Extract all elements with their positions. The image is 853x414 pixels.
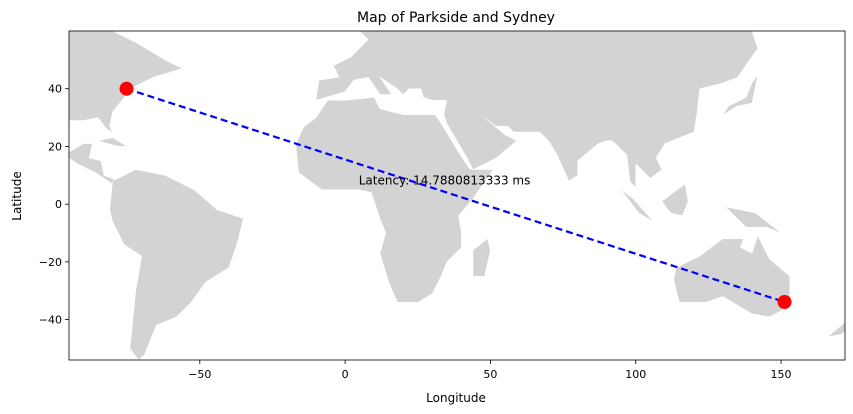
land-greenland: [170, 31, 245, 32]
chart-title: Map of Parkside and Sydney: [357, 10, 555, 26]
y-tick-label: 0: [55, 198, 62, 211]
y-axis-ticks: −40 −20 0 20 40: [39, 83, 69, 327]
land-europe-asia: [315, 31, 759, 202]
land-japan: [722, 74, 759, 115]
land-central-america: [69, 143, 120, 185]
land-africa: [295, 97, 494, 303]
land-new-guinea: [725, 206, 782, 234]
y-tick-label: 40: [48, 83, 62, 96]
land-new-zealand: [827, 321, 845, 338]
plot-frame: [68, 30, 846, 361]
x-tick-label: 0: [342, 368, 349, 381]
x-axis-ticks: −50 0 50 100 150: [188, 360, 792, 381]
location-marker-1: [119, 81, 134, 96]
y-axis-label: Latitude: [10, 171, 24, 220]
x-tick-label: 150: [771, 368, 792, 381]
land-south-america: [109, 169, 244, 360]
y-tick-label: −20: [39, 256, 62, 269]
route-layer: [119, 81, 792, 309]
annotation-layer: Latency: 14.7880813333 ms: [359, 174, 531, 188]
location-marker-2: [777, 294, 792, 309]
y-tick-label: −40: [39, 314, 62, 327]
land-cuba: [98, 137, 129, 147]
x-axis-label: Longitude: [426, 391, 486, 405]
land-masses: [69, 31, 845, 360]
x-tick-label: 100: [625, 368, 646, 381]
land-north-america: [69, 31, 183, 133]
x-tick-label: 50: [483, 368, 497, 381]
land-australia: [673, 235, 791, 317]
x-tick-label: −50: [188, 368, 211, 381]
land-madagascar: [472, 238, 491, 277]
latency-annotation: Latency: 14.7880813333 ms: [359, 174, 531, 188]
route-line: [126, 87, 785, 304]
land-sumatra: [621, 189, 654, 222]
y-tick-label: 20: [48, 140, 62, 153]
land-borneo: [661, 183, 689, 216]
